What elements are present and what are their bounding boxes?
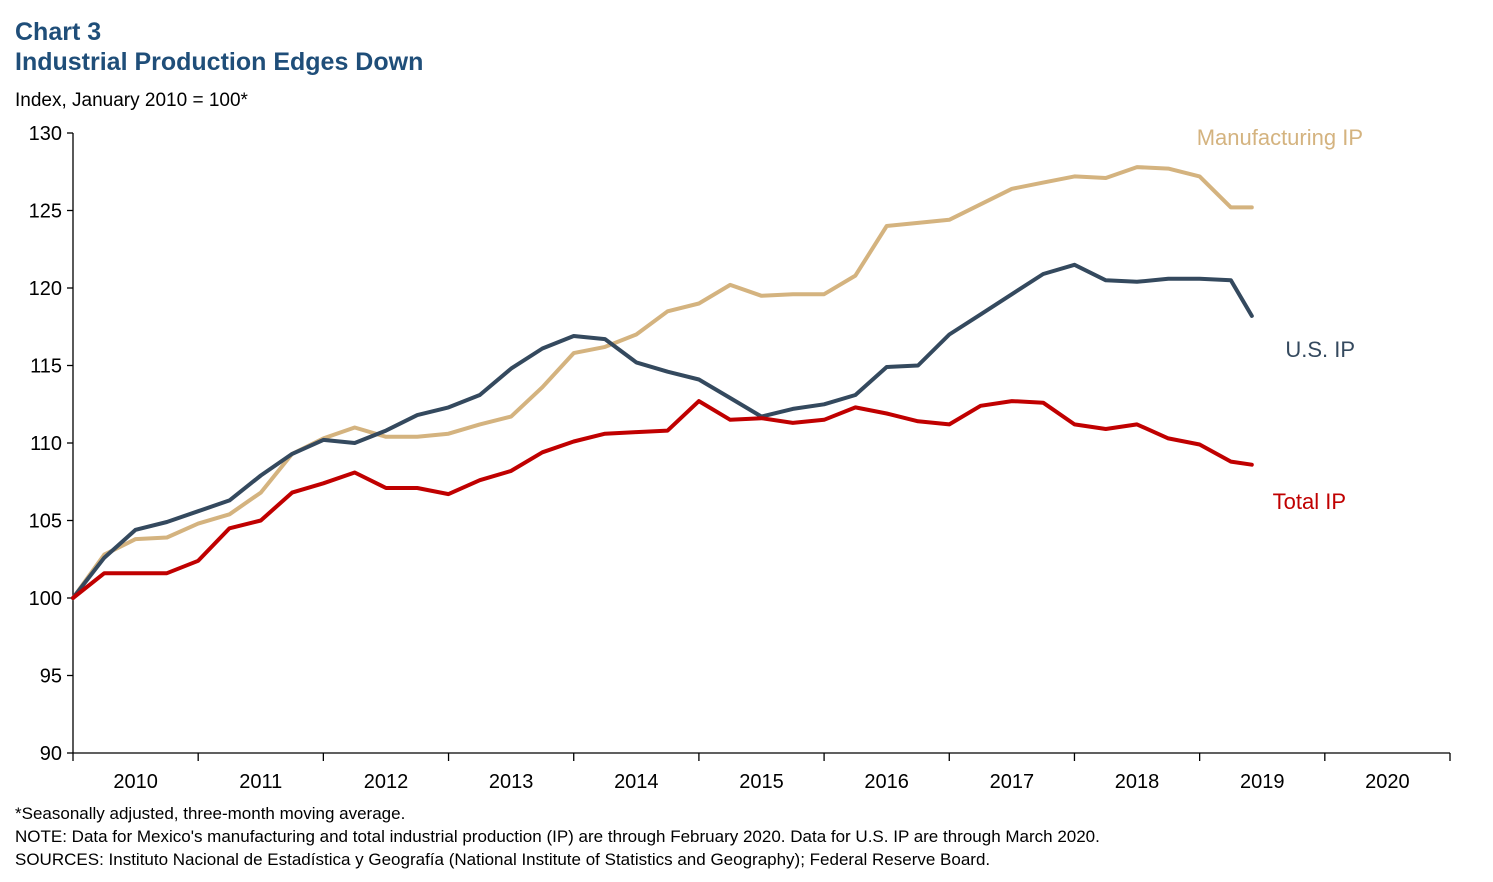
y-tick-label: 110 bbox=[30, 433, 62, 455]
y-tick-label: 115 bbox=[30, 356, 62, 378]
footnote-seasonal: *Seasonally adjusted, three-month moving… bbox=[15, 804, 406, 823]
y-tick-label: 130 bbox=[29, 123, 62, 145]
footnote-sources: SOURCES: Instituto Nacional de Estadísti… bbox=[15, 850, 991, 869]
series-label-u-s-ip: U.S. IP bbox=[1285, 337, 1355, 362]
footnote-note: NOTE: Data for Mexico's manufacturing an… bbox=[15, 827, 1100, 846]
y-tick-label: 90 bbox=[40, 743, 62, 765]
series-line-total-ip bbox=[71, 399, 1254, 600]
chart-axes: 90 95 100 105 110 115 120 125 130 2010 2011 2012 201… bbox=[29, 123, 1451, 793]
x-tick-label: 2010 bbox=[113, 771, 158, 793]
y-tick-label: 120 bbox=[29, 278, 62, 300]
chart-label: Chart 3 bbox=[15, 18, 102, 46]
x-tick-label: 2019 bbox=[1240, 771, 1285, 793]
line-chart: 90 95 100 105 110 115 120 125 130 2010 2011 2012 201… bbox=[29, 123, 1451, 793]
chart-series bbox=[71, 165, 1254, 600]
x-tick-label: 2013 bbox=[489, 771, 534, 793]
x-tick-label: 2015 bbox=[739, 771, 784, 793]
x-tick-label: 2017 bbox=[990, 771, 1035, 793]
series-labels: Manufacturing IP U.S. IP Total IP bbox=[1197, 125, 1363, 514]
unit-label: Index, January 2010 = 100* bbox=[15, 90, 248, 111]
y-tick-label: 105 bbox=[29, 511, 62, 533]
series-line-manufacturing-ip bbox=[71, 165, 1254, 600]
series-line-u-s-ip bbox=[71, 262, 1254, 600]
x-tick-label: 2012 bbox=[364, 771, 409, 793]
y-tick-label: 100 bbox=[29, 588, 62, 610]
x-tick-label: 2020 bbox=[1365, 771, 1410, 793]
y-tick-label: 95 bbox=[40, 666, 62, 688]
x-tick-label: 2018 bbox=[1115, 771, 1160, 793]
x-tick-label: 2016 bbox=[864, 771, 909, 793]
x-tick-label: 2011 bbox=[239, 771, 282, 793]
series-label-manufacturing-ip: Manufacturing IP bbox=[1197, 125, 1363, 150]
x-tick-label: 2014 bbox=[614, 771, 659, 793]
y-tick-label: 125 bbox=[29, 201, 62, 223]
series-label-total-ip: Total IP bbox=[1273, 489, 1346, 514]
chart-title: Industrial Production Edges Down bbox=[15, 48, 424, 76]
